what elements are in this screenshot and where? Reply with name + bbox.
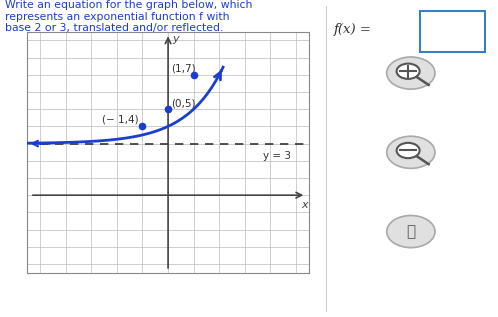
FancyBboxPatch shape — [420, 11, 485, 52]
Circle shape — [387, 57, 435, 89]
Circle shape — [387, 136, 435, 168]
Text: Write an equation for the graph below, which
represents an exponential function : Write an equation for the graph below, w… — [5, 0, 252, 33]
Text: f(x) =: f(x) = — [334, 23, 372, 36]
Circle shape — [387, 216, 435, 248]
Text: y: y — [173, 34, 179, 44]
Text: ⧉: ⧉ — [406, 224, 415, 239]
Circle shape — [396, 143, 420, 158]
Text: (1,7): (1,7) — [171, 64, 196, 74]
Text: (0,5): (0,5) — [171, 98, 195, 108]
Text: y = 3: y = 3 — [263, 151, 291, 161]
Circle shape — [396, 64, 420, 79]
Text: (− 1,4): (− 1,4) — [102, 115, 138, 125]
Text: x: x — [302, 200, 308, 210]
